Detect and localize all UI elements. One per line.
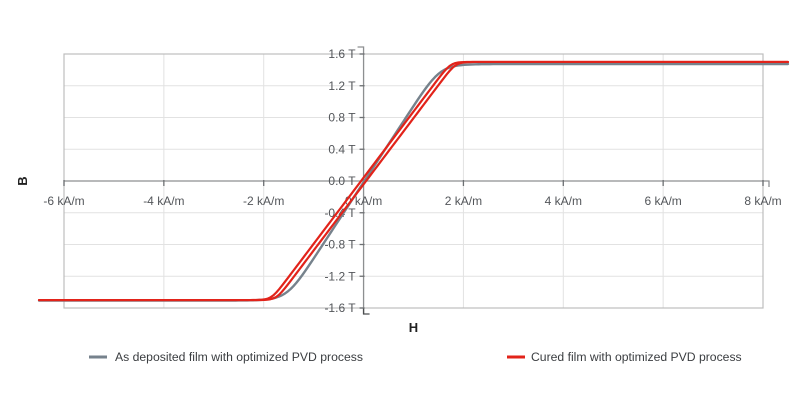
svg-text:As deposited film with optimiz: As deposited film with optimized PVD pro… [115,350,363,364]
svg-text:-4 kA/m: -4 kA/m [143,194,184,208]
svg-text:2 kA/m: 2 kA/m [445,194,482,208]
svg-text:1.2 T: 1.2 T [328,79,356,93]
svg-text:-1.2 T: -1.2 T [324,269,356,283]
svg-text:0.4 T: 0.4 T [328,142,356,156]
svg-text:8 kA/m: 8 kA/m [744,194,781,208]
svg-text:6 kA/m: 6 kA/m [644,194,681,208]
svg-text:1.6 T: 1.6 T [328,47,356,61]
svg-text:-6 kA/m: -6 kA/m [43,194,84,208]
svg-text:0.8 T: 0.8 T [328,111,356,125]
svg-text:H: H [409,320,418,335]
svg-text:-0.8 T: -0.8 T [324,238,356,252]
svg-text:-1.6 T: -1.6 T [324,301,356,315]
svg-text:4 kA/m: 4 kA/m [545,194,582,208]
svg-text:B: B [15,176,30,185]
svg-text:0.0 T: 0.0 T [328,174,356,188]
svg-text:Cured film with optimized PVD: Cured film with optimized PVD process [531,350,742,364]
svg-text:-2 kA/m: -2 kA/m [243,194,284,208]
